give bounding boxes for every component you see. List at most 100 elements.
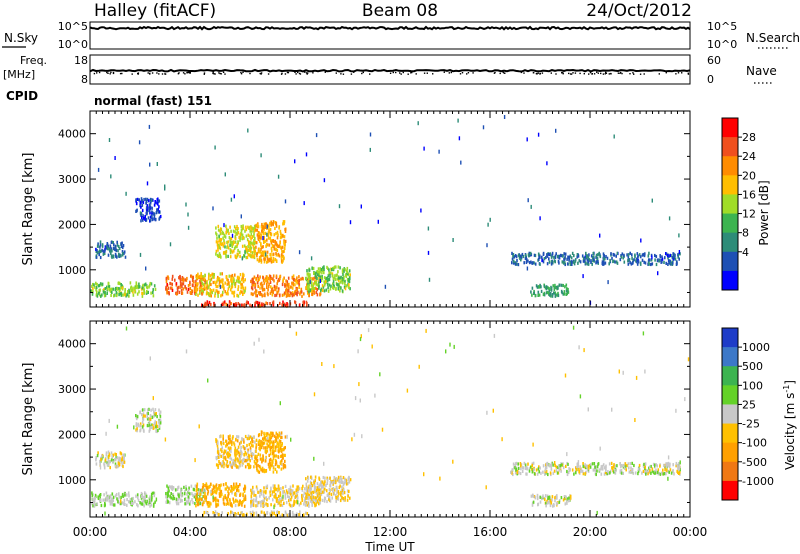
echo-cell xyxy=(299,292,301,296)
echo-cell xyxy=(565,289,568,293)
echo-cell xyxy=(297,500,299,505)
echo-cell xyxy=(324,497,327,501)
echo-cell xyxy=(427,226,430,231)
echo-cell xyxy=(537,467,540,471)
echo-cell xyxy=(206,492,209,496)
nave-point xyxy=(677,72,680,74)
echo-cell xyxy=(215,502,217,506)
echo-cell xyxy=(276,433,279,437)
echo-cell xyxy=(615,254,617,258)
echo-cell xyxy=(619,469,622,473)
echo-cell xyxy=(285,512,288,516)
echo-cell xyxy=(272,223,274,227)
echo-cell xyxy=(166,291,168,295)
echo-cell xyxy=(265,301,267,305)
echo-cell xyxy=(142,214,144,218)
echo-cell xyxy=(203,303,206,307)
echo-cell xyxy=(288,293,290,298)
echo-cell xyxy=(260,247,262,251)
echo-cell xyxy=(514,254,517,258)
echo-cell xyxy=(640,238,642,243)
echo-cell xyxy=(656,470,659,474)
echo-cell xyxy=(613,259,615,263)
echo-cell xyxy=(263,441,266,445)
echo-cell xyxy=(552,504,554,508)
echo-cell xyxy=(286,302,288,306)
echo-cell xyxy=(93,501,95,505)
echo-cell xyxy=(318,270,320,275)
echo-cell xyxy=(211,488,214,492)
echo-cell xyxy=(266,498,268,502)
echo-cell xyxy=(278,439,281,443)
echo-cell xyxy=(253,234,255,238)
nave-point xyxy=(340,73,342,75)
echo-cell xyxy=(227,246,230,250)
echo-cell xyxy=(545,255,547,260)
echo-cell xyxy=(215,289,217,293)
echo-cell xyxy=(217,275,219,280)
echo-cell xyxy=(319,268,322,272)
echo-cell xyxy=(315,491,318,495)
nave-point xyxy=(569,73,572,75)
echo-cell xyxy=(107,253,110,257)
echo-cell xyxy=(545,287,548,291)
echo-cell xyxy=(314,496,317,500)
echo-cell xyxy=(309,480,312,484)
echo-cell xyxy=(113,293,116,297)
echo-cell xyxy=(282,254,285,258)
echo-cell xyxy=(181,278,183,282)
echo-cell xyxy=(336,277,339,281)
echo-cell xyxy=(586,464,588,468)
echo-cell xyxy=(242,280,245,284)
echo-cell xyxy=(274,467,277,471)
echo-cell xyxy=(457,118,459,123)
echo-cell xyxy=(281,442,283,446)
echo-cell xyxy=(181,282,183,286)
echo-cell xyxy=(193,286,196,290)
echo-cell xyxy=(602,252,605,256)
echo-cell xyxy=(379,372,381,377)
echo-cell xyxy=(521,252,524,257)
echo-cell xyxy=(115,455,117,459)
echo-cell xyxy=(631,253,633,257)
echo-cell xyxy=(569,262,572,266)
echo-cell xyxy=(197,498,199,502)
echo-cell xyxy=(543,284,546,288)
echo-cell xyxy=(305,286,307,290)
echo-cell xyxy=(112,453,114,457)
echo-cell xyxy=(205,499,207,503)
nave-tick-low: 0 xyxy=(707,73,714,86)
echo-cell xyxy=(334,265,336,269)
echo-cell xyxy=(605,468,607,472)
echo-cell xyxy=(545,469,548,474)
echo-cell xyxy=(191,283,194,287)
echo-cell xyxy=(565,464,567,468)
echo-cell xyxy=(306,486,308,490)
echo-cell xyxy=(672,469,674,474)
nave-point xyxy=(600,72,602,75)
echo-cell xyxy=(313,392,316,397)
echo-cell xyxy=(345,482,348,486)
echo-cell xyxy=(612,470,615,474)
echo-cell xyxy=(262,454,264,458)
echo-cell xyxy=(663,463,665,467)
echo-cell xyxy=(260,446,263,450)
echo-cell xyxy=(159,421,162,425)
echo-cell xyxy=(264,459,267,463)
colorbar-tick-label: 28 xyxy=(742,131,756,144)
echo-cell xyxy=(176,286,179,290)
echo-cell xyxy=(677,255,679,259)
echo-cell xyxy=(643,462,645,466)
echo-cell xyxy=(629,261,631,265)
nave-point xyxy=(621,72,623,75)
echo-cell xyxy=(175,292,178,296)
echo-cell xyxy=(254,291,256,295)
echo-cell xyxy=(325,277,328,281)
echo-cell xyxy=(217,441,219,445)
nave-point xyxy=(149,72,151,75)
echo-cell xyxy=(153,422,156,426)
echo-cell xyxy=(566,497,568,501)
echo-cell xyxy=(197,293,199,297)
echo-cell xyxy=(245,256,248,260)
echo-cell xyxy=(251,235,253,240)
